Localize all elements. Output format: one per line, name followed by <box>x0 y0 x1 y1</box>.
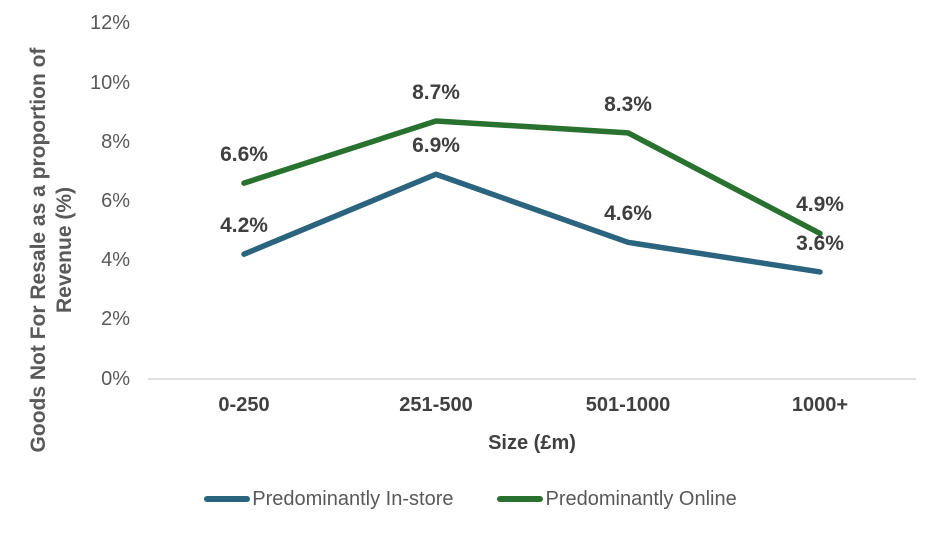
data-label-predominantly-in-store-501-1000: 4.6% <box>604 202 652 226</box>
data-label-predominantly-online-251-500: 8.7% <box>412 80 460 104</box>
y-tick-label-8: 8% <box>101 130 130 153</box>
legend-line-swatch-predominantly-in-store <box>204 496 251 502</box>
x-category-label-0-250: 0-250 <box>218 394 270 416</box>
legend-label-predominantly-in-store: Predominantly In-store <box>252 488 454 510</box>
series-line-predominantly-online <box>241 118 823 237</box>
x-axis-title: Size (£m) <box>488 432 576 454</box>
data-label-predominantly-in-store-0-250: 4.2% <box>220 214 268 238</box>
series-line-predominantly-in-store <box>241 171 823 275</box>
data-label-predominantly-online-0-250: 6.6% <box>220 143 268 167</box>
data-label-predominantly-in-store-251-500: 6.9% <box>412 134 460 158</box>
y-tick-label-10: 10% <box>89 71 130 94</box>
legend-item-predominantly-in-store: Predominantly In-store <box>204 486 453 512</box>
data-label-predominantly-online-1000: 4.9% <box>796 193 844 217</box>
y-tick-label-0: 0% <box>101 367 130 390</box>
data-label-predominantly-online-501-1000: 8.3% <box>604 92 652 116</box>
x-category-label-501-1000: 501-1000 <box>585 394 671 416</box>
y-tick-label-12: 12% <box>89 12 130 35</box>
x-category-label-1000: 1000+ <box>791 394 849 416</box>
legend-line-swatch-predominantly-online <box>497 496 544 502</box>
x-category-label-251-500: 251-500 <box>399 394 473 416</box>
y-tick-label-2: 2% <box>101 308 130 331</box>
legend: Predominantly In-store Predominantly Onli… <box>0 486 941 512</box>
legend-label-predominantly-online: Predominantly Online <box>545 488 737 510</box>
legend-item-predominantly-online: Predominantly Online <box>497 486 737 512</box>
y-tick-label-4: 4% <box>101 249 130 272</box>
y-tick-label-6: 6% <box>101 189 130 212</box>
data-label-predominantly-in-store-1000: 3.6% <box>796 231 844 255</box>
